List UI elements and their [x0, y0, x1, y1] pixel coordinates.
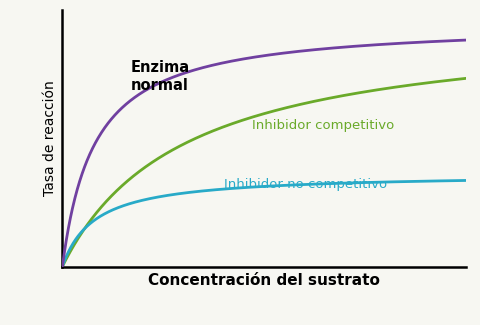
Text: Inhibidor competitivo: Inhibidor competitivo [252, 119, 394, 132]
X-axis label: Concentración del sustrato: Concentración del sustrato [148, 273, 380, 289]
Text: Enzima
normal: Enzima normal [131, 60, 190, 93]
Y-axis label: Tasa de reacción: Tasa de reacción [43, 80, 57, 196]
Text: Inhibidor no competitivo: Inhibidor no competitivo [224, 178, 387, 191]
